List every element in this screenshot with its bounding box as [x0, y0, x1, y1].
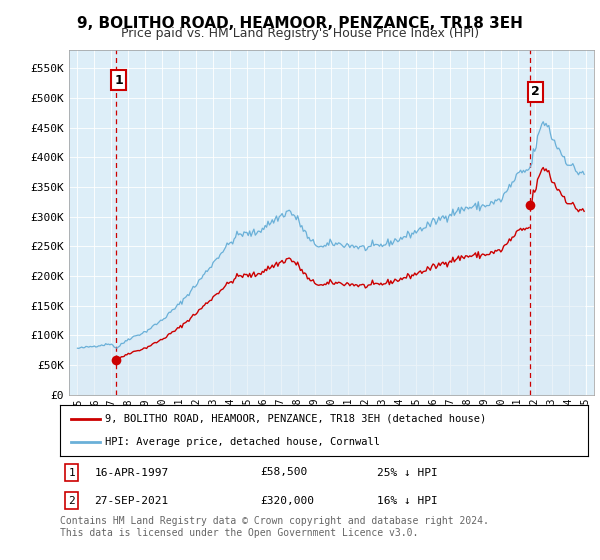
Text: 9, BOLITHO ROAD, HEAMOOR, PENZANCE, TR18 3EH: 9, BOLITHO ROAD, HEAMOOR, PENZANCE, TR18…	[77, 16, 523, 31]
Text: 16% ↓ HPI: 16% ↓ HPI	[377, 496, 437, 506]
Text: 27-SEP-2021: 27-SEP-2021	[94, 496, 169, 506]
Text: £58,500: £58,500	[260, 468, 308, 478]
Text: Contains HM Land Registry data © Crown copyright and database right 2024.
This d: Contains HM Land Registry data © Crown c…	[60, 516, 489, 538]
Text: 1: 1	[68, 468, 75, 478]
Text: 9, BOLITHO ROAD, HEAMOOR, PENZANCE, TR18 3EH (detached house): 9, BOLITHO ROAD, HEAMOOR, PENZANCE, TR18…	[105, 414, 486, 424]
Text: 1: 1	[115, 73, 123, 87]
Text: Price paid vs. HM Land Registry's House Price Index (HPI): Price paid vs. HM Land Registry's House …	[121, 27, 479, 40]
Text: HPI: Average price, detached house, Cornwall: HPI: Average price, detached house, Corn…	[105, 437, 380, 447]
Text: 2: 2	[68, 496, 75, 506]
Text: 25% ↓ HPI: 25% ↓ HPI	[377, 468, 437, 478]
Text: 16-APR-1997: 16-APR-1997	[94, 468, 169, 478]
Text: £320,000: £320,000	[260, 496, 314, 506]
Text: 2: 2	[531, 86, 540, 99]
